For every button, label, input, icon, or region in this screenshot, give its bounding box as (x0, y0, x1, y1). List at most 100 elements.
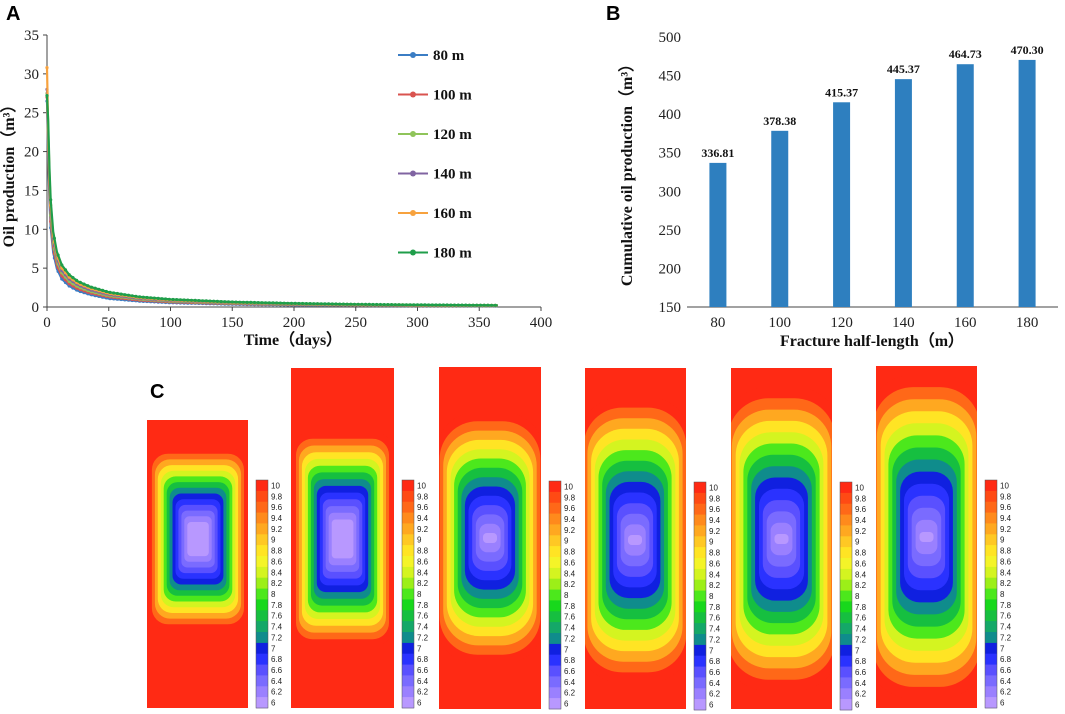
colorbar-tick-label: 6.4 (1000, 677, 1012, 686)
panel-a-y-tick-label: 35 (24, 28, 39, 44)
colorbar-step (549, 524, 561, 536)
colorbar-tick-label: 9.8 (709, 494, 721, 503)
colorbar-step (694, 579, 706, 591)
series-point-180m (160, 297, 164, 301)
panel-a-series-group (45, 66, 498, 308)
colorbar-step (402, 566, 414, 579)
series-point-180m (467, 303, 471, 307)
colorbar-step (694, 568, 706, 581)
series-point-180m (441, 303, 445, 307)
colorbar-step (985, 642, 997, 655)
series-point-180m (349, 302, 353, 306)
colorbar-step (256, 642, 268, 655)
colorbar-step (256, 534, 268, 546)
colorbar-step (549, 665, 561, 677)
colorbar-step (840, 623, 852, 635)
colorbar-step (256, 610, 268, 622)
colorbar-tick-label: 6 (417, 699, 422, 708)
colorbar-step (549, 698, 561, 710)
series-point-180m (490, 303, 494, 307)
colorbar-tick-label: 8 (1000, 590, 1005, 599)
series-point-180m (112, 291, 116, 295)
colorbar-tick-label: 7 (709, 646, 714, 655)
panel-b-x-tick-label: 120 (830, 315, 853, 331)
colorbar-tick-label: 9.4 (417, 514, 429, 523)
panel-b-y-tick-label: 500 (659, 30, 682, 46)
panel-b-y-tick-label: 350 (659, 146, 682, 162)
colorbar-tick-label: 9.2 (855, 527, 867, 536)
colorbar-step (402, 577, 414, 589)
series-point-180m (67, 273, 71, 277)
pressure-contour-band (628, 535, 642, 545)
colorbar-step (840, 558, 852, 570)
colorbar-step (549, 643, 561, 656)
colorbar-step (256, 686, 268, 698)
series-point-180m (93, 286, 97, 290)
colorbar-tick-label: 6.4 (564, 678, 576, 687)
series-point-180m (204, 299, 208, 303)
colorbar-tick-label: 8.4 (1000, 568, 1012, 577)
colorbar-step (256, 588, 268, 600)
colorbar-step (840, 547, 852, 559)
panel-b-axes: 150 200 250 300 350 400 450 500 (659, 30, 1058, 316)
legend-label-180m: 180 m (433, 246, 472, 262)
colorbar-step (694, 666, 706, 678)
colorbar-step (840, 699, 852, 711)
colorbar-tick-label: 6.8 (271, 655, 283, 664)
colorbar-step (840, 525, 852, 537)
colorbar-step (840, 666, 852, 678)
colorbar-tick-label: 7.4 (271, 623, 283, 632)
pressure-map-120: 10 9.8 9.6 9.4 9.2 9 8.88.6 8.4 8.2 8 7.8 7.6 7.47.2… (439, 367, 576, 710)
colorbar-step (985, 501, 997, 513)
colorbar-tick-label: 8.8 (1000, 547, 1012, 556)
colorbar-step (549, 589, 561, 601)
bar-160 (956, 64, 974, 307)
series-point-180m (456, 303, 460, 307)
colorbar-tick-label: 6.8 (417, 655, 429, 664)
colorbar-tick-label: 7.2 (271, 633, 283, 642)
series-point-180m (275, 301, 279, 305)
series-point-180m (175, 298, 179, 302)
panel-b-letter: B (606, 3, 620, 25)
colorbar-step (840, 536, 852, 548)
series-point-180m (267, 301, 271, 305)
legend-marker-80m (410, 52, 416, 58)
colorbar-step (840, 601, 852, 613)
colorbar-tick-label: 9.8 (1000, 492, 1012, 501)
series-point-180m (401, 303, 405, 307)
colorbar-step (840, 568, 852, 581)
colorbar-tick-label: 7.6 (855, 614, 867, 623)
colorbar-step (985, 480, 997, 492)
colorbar-step (402, 490, 414, 503)
colorbar-step (549, 535, 561, 547)
colorbar-tick-label: 7 (271, 644, 276, 653)
colorbar-step (256, 697, 268, 709)
colorbar-100: 10 9.8 9.6 9.4 9.2 9 8.88.6 8.4 8.2 8 7.8 7.6 7.47.2… (401, 479, 429, 709)
colorbar-step (402, 675, 414, 687)
colorbar-step (840, 590, 852, 602)
colorbar-tick-label: 8.8 (564, 548, 576, 557)
series-point-180m (75, 278, 79, 282)
colorbar-step (402, 632, 414, 644)
series-point-180m (452, 303, 457, 307)
colorbar-tick-label: 7.6 (271, 612, 283, 621)
series-point-180m (230, 300, 234, 304)
colorbar-step (840, 612, 852, 624)
series-point-180m (63, 268, 68, 272)
series-point-180m (178, 298, 182, 302)
colorbar-tick-label: 6.2 (1000, 688, 1012, 697)
colorbar-tick-label: 9.4 (271, 514, 283, 523)
colorbar-step (402, 523, 414, 535)
colorbar-step (840, 492, 852, 505)
series-point-180m (71, 276, 75, 280)
pressure-map-180: 10 9.8 9.6 9.4 9.2 9 8.88.6 8.4 8.2 8 7.8 7.6 7.47.2… (876, 366, 1012, 709)
series-point-180m (45, 94, 49, 98)
pressure-contour-band (483, 533, 497, 543)
series-point-180m (52, 236, 57, 240)
colorbar-tick-label: 7 (1000, 644, 1005, 653)
panel-c-letter-box (146, 366, 180, 420)
series-point-180m (208, 299, 212, 303)
colorbar-step (985, 599, 997, 611)
colorbar-tick-label: 7.2 (709, 635, 721, 644)
colorbar-step (256, 632, 268, 644)
